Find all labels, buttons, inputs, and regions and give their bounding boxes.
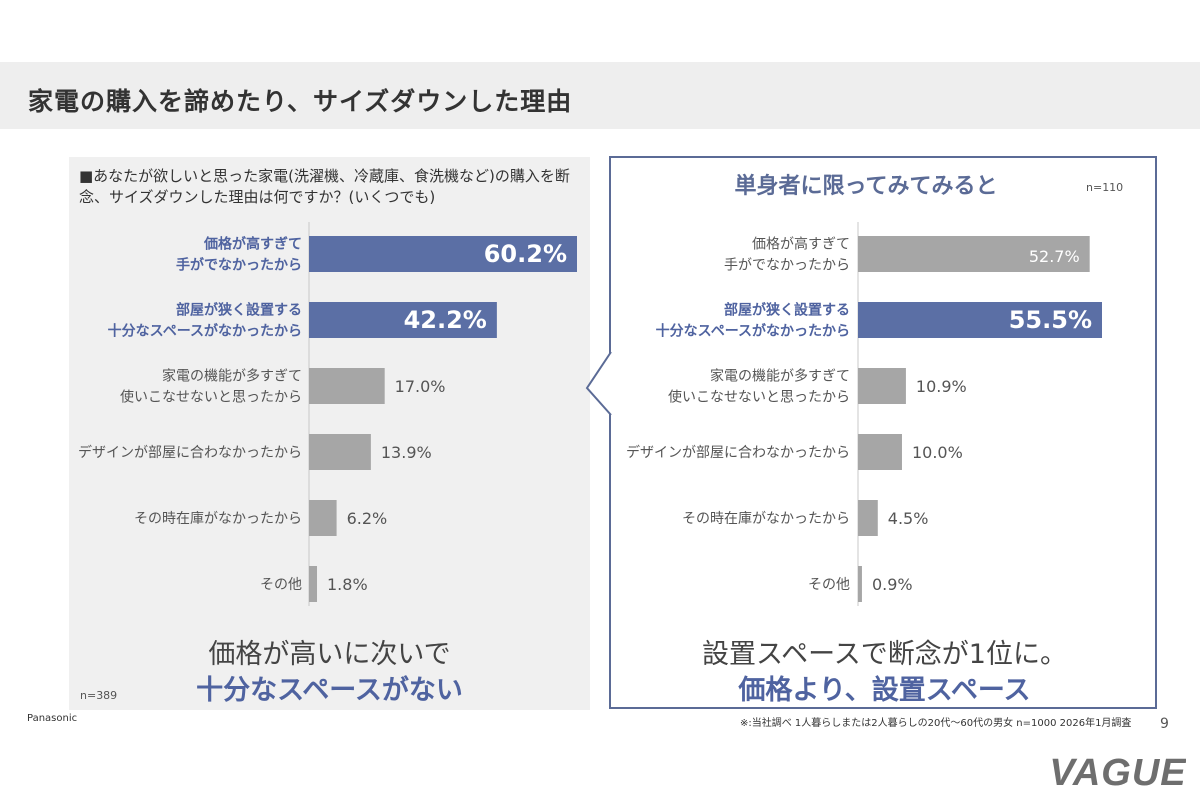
left-bar-3 [309, 434, 371, 470]
left-summary-line1: 価格が高いに次いで [208, 639, 451, 670]
left-category-label-4-0: その時在庫がなかったから [134, 510, 302, 527]
right-value-label-1: 55.5% [1009, 306, 1092, 334]
left-bar-0 [309, 236, 577, 272]
right-value-label-4: 4.5% [888, 509, 929, 528]
left-category-label-5-0: その他 [260, 577, 302, 593]
right-summary-line2: 価格より、設置スペース [738, 675, 1031, 706]
right-category-label-1-0: 部屋が狭く設置する [724, 302, 850, 319]
left-category-label-1-0: 部屋が狭く設置する [176, 302, 302, 319]
left-summary-line2: 十分なスペースがない [196, 675, 463, 706]
right-category-label-1-1: 十分なスペースがなかったから [656, 323, 850, 340]
right-value-label-0: 52.7% [1029, 247, 1080, 266]
left-bar-2 [309, 368, 385, 404]
right-category-label-0-1: 手がでなかったから [724, 258, 850, 274]
title-bar [0, 62, 1200, 129]
page-title: 家電の購入を諦めたり、サイズダウンした理由 [28, 87, 573, 116]
left-summary: 価格が高いに次いで 十分なスペースがない [69, 637, 590, 709]
left-category-label-1-1: 十分なスペースがなかったから [108, 323, 302, 340]
left-category-label-2-0: 家電の機能が多すぎて [162, 368, 302, 385]
right-summary-line1: 設置スペースで断念が1位に。 [702, 639, 1067, 670]
right-panel-heading: 単身者に限ってみてみると [734, 174, 998, 199]
left-value-label-3: 13.9% [381, 443, 432, 462]
right-bar-5 [858, 566, 862, 602]
right-bar-2 [858, 368, 906, 404]
brand-label: Panasonic [27, 713, 78, 724]
left-category-label-3-0: デザインが部屋に合わなかったから [78, 444, 302, 461]
right-bar-1 [858, 302, 1102, 338]
right-category-label-2-0: 家電の機能が多すぎて [710, 368, 850, 385]
right-bar-4 [858, 500, 878, 536]
vague-logo: VAGUE [1050, 752, 1186, 792]
right-category-label-3-0: デザインが部屋に合わなかったから [626, 444, 850, 461]
right-bar-0 [858, 236, 1090, 272]
left-sample-size: n=389 [80, 689, 118, 702]
left-value-label-1: 42.2% [404, 306, 487, 334]
page-number: 9 [1160, 716, 1169, 732]
right-sample-size: n=110 [1086, 181, 1124, 194]
right-value-label-3: 10.0% [912, 443, 963, 462]
left-bar-5 [309, 566, 318, 602]
survey-footnote: ※:当社調べ 1人暮らしまたは2人暮らしの20代～60代の男女 n=1000 2… [740, 718, 1132, 729]
left-category-label-2-1: 使いこなせないと思ったから [120, 389, 302, 406]
right-category-label-2-1: 使いこなせないと思ったから [668, 389, 850, 406]
callout-pointer [585, 351, 612, 416]
right-category-label-0-0: 価格が高すぎて [752, 236, 850, 253]
right-category-label-5-0: その他 [808, 577, 850, 593]
left-bar-1 [309, 302, 497, 338]
vague-logo-text: VAGUE [1050, 752, 1186, 792]
right-value-label-5: 0.9% [872, 575, 913, 594]
right-value-label-2: 10.9% [916, 377, 967, 396]
left-value-label-2: 17.0% [395, 377, 446, 396]
left-category-label-0-0: 価格が高すぎて [203, 236, 302, 253]
left-bar-4 [309, 500, 337, 536]
left-value-label-4: 6.2% [347, 509, 388, 528]
right-summary: 設置スペースで断念が1位に。 価格より、設置スペース [612, 637, 1157, 709]
right-bar-3 [858, 434, 902, 470]
survey-question: ■あなたが欲しいと思った家電(洗濯機、冷蔵庫、食洗機など)の購入を断念、サイズダ… [79, 167, 570, 206]
left-value-label-0: 60.2% [484, 240, 567, 268]
left-value-label-5: 1.8% [327, 575, 368, 594]
left-category-label-0-1: 手がでなかったから [176, 257, 302, 274]
right-category-label-4-0: その時在庫がなかったから [682, 510, 850, 527]
